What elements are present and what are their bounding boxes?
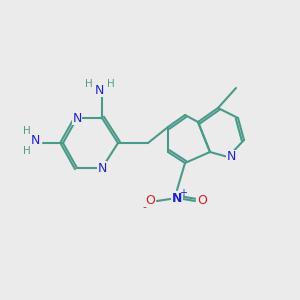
Text: N: N [72,112,82,124]
Text: O: O [145,194,155,208]
Text: N: N [30,134,40,148]
Text: N: N [226,151,236,164]
Text: H: H [107,79,115,89]
Text: H: H [23,146,31,156]
Text: N: N [172,191,182,205]
Text: N: N [94,83,104,97]
Text: H: H [23,126,31,136]
Text: -: - [142,202,146,212]
Text: H: H [85,79,93,89]
Text: N: N [97,161,107,175]
Text: +: + [179,188,187,198]
Text: O: O [197,194,207,208]
